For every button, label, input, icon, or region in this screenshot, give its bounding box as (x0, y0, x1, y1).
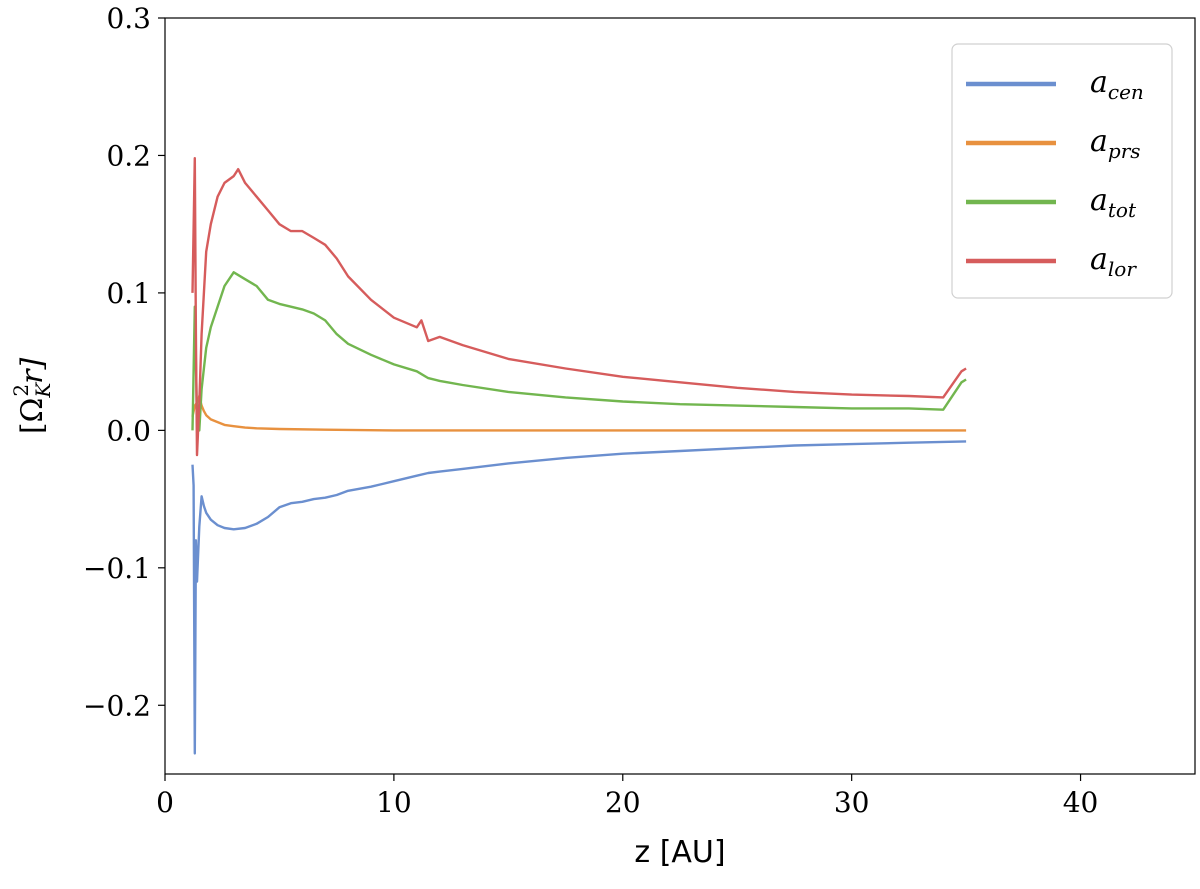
y-axis-label-tail: r] (15, 358, 50, 384)
x-tick-label: 20 (605, 786, 641, 819)
y-axis-label-base: [Ω (15, 398, 50, 435)
y-tick-label: 0.3 (106, 2, 151, 35)
y-tick-label: 0.2 (106, 139, 151, 172)
y-axis-ticks: −0.2 −0.1 0.0 0.1 0.2 0.3 (83, 2, 165, 722)
y-axis-label-sub: K (31, 382, 55, 399)
y-axis-label: [ΩK2r] (9, 358, 55, 435)
x-axis-ticks: 0 10 20 30 40 (156, 774, 1098, 819)
y-axis-label-sup: 2 (9, 384, 33, 397)
plot-area (191, 157, 967, 755)
y-tick-label: −0.2 (83, 689, 151, 722)
plot-frame (164, 17, 1196, 775)
series-line-tot (191, 271, 967, 432)
legend-label-lor: alor (1090, 242, 1137, 281)
x-axis-label: z [AU] (634, 835, 725, 870)
legend-label-prs: aprs (1090, 124, 1141, 163)
legend-box (951, 43, 1173, 299)
legend: acen aprs atot alor (951, 43, 1173, 299)
series-line-cen (191, 440, 967, 755)
series-line-lor (191, 157, 967, 457)
x-tick-label: 40 (1063, 786, 1099, 819)
x-tick-label: 30 (834, 786, 870, 819)
x-tick-label: 10 (376, 786, 412, 819)
x-tick-label: 0 (156, 786, 174, 819)
legend-label-cen: acen (1090, 65, 1144, 104)
y-tick-label: 0.1 (106, 277, 151, 310)
series-line-prs (191, 394, 967, 432)
legend-label-tot: atot (1090, 183, 1137, 222)
y-tick-label: −0.1 (83, 552, 151, 585)
y-tick-label: 0.0 (106, 414, 151, 447)
